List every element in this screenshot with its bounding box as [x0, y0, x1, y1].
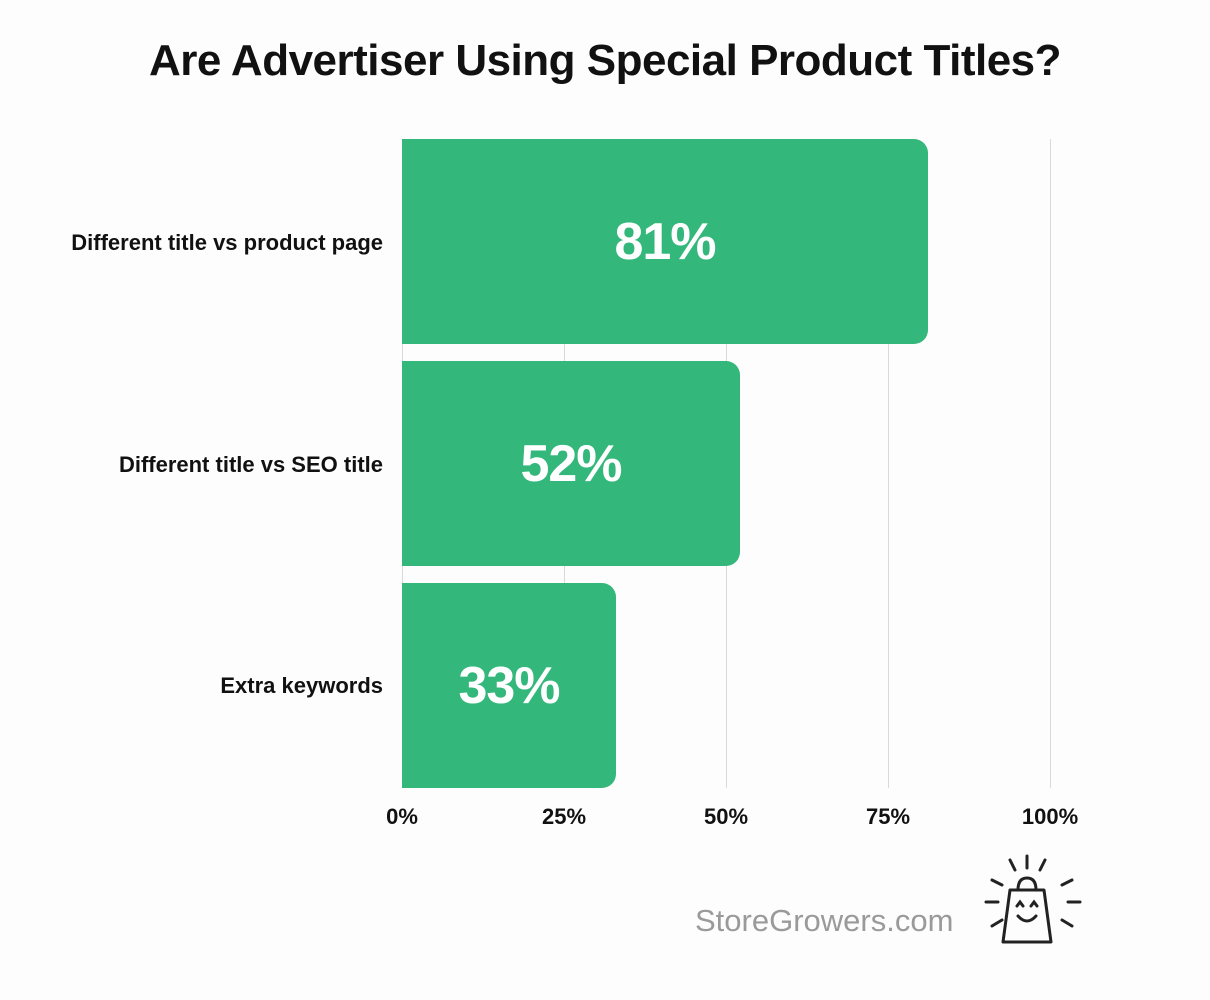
category-label: Different title vs SEO title: [118, 452, 383, 477]
brand-name: StoreGrowers.com: [695, 903, 954, 938]
category-label: Different title vs product page: [71, 230, 383, 255]
x-tick-label: 100%: [1021, 804, 1079, 829]
bar-value-label: 81%: [614, 212, 716, 271]
smiling-shopping-bag-icon: [984, 854, 1082, 944]
category-label: Extra keywords: [220, 673, 383, 698]
gridline-75: [888, 139, 889, 788]
bar-different-title-vs-seo-title: 52%: [402, 361, 740, 566]
bar-value-label: 52%: [520, 434, 622, 493]
bar-extra-keywords: 33%: [402, 583, 616, 788]
bar-value-label: 33%: [458, 656, 560, 715]
bar-different-title-vs-product-page: 81%: [402, 139, 928, 344]
gridline-100: [1050, 139, 1051, 788]
x-tick-label: 25%: [541, 804, 587, 829]
x-tick-label: 50%: [703, 804, 749, 829]
plot-area: 81% 52% 33%: [402, 139, 1051, 788]
x-tick-label: 0%: [386, 804, 418, 829]
chart-title: Are Advertiser Using Special Product Tit…: [148, 36, 1062, 85]
x-tick-label: 75%: [865, 804, 911, 829]
